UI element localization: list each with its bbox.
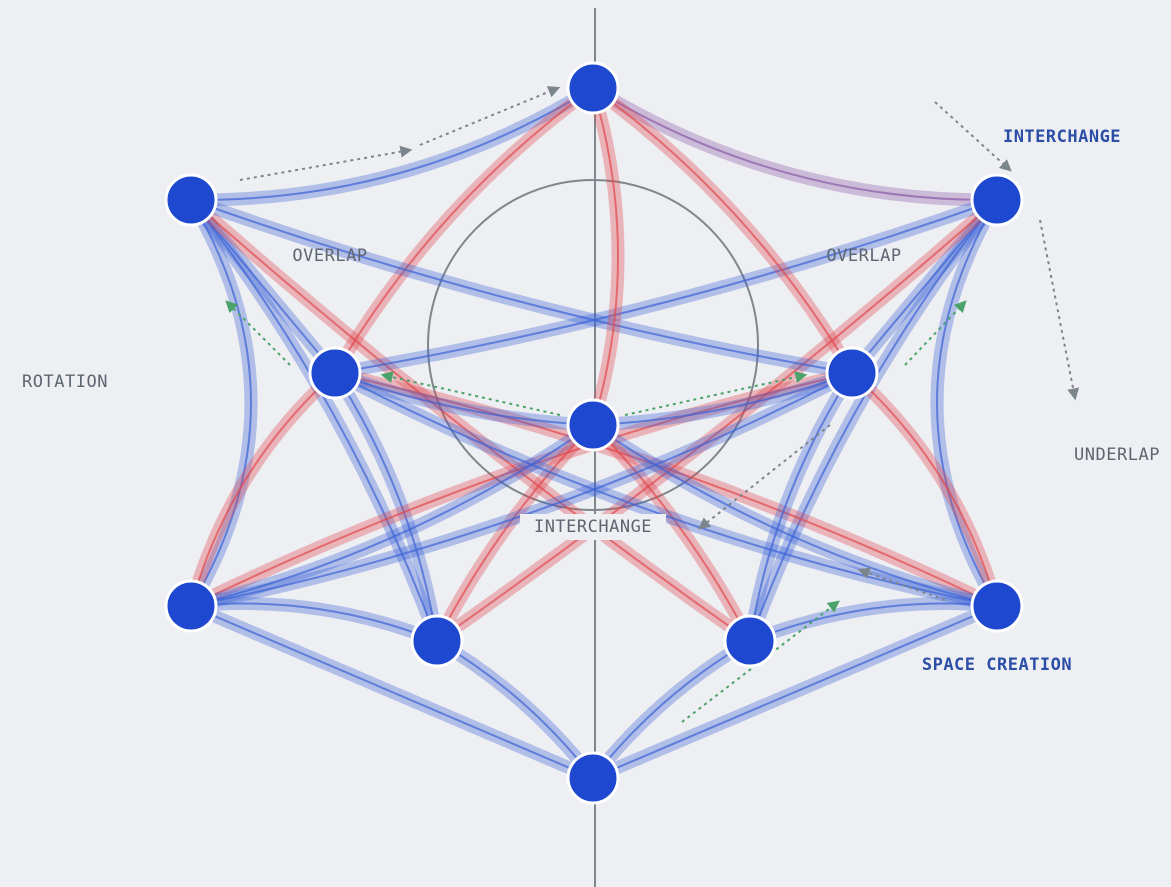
label: INTERCHANGE (534, 517, 652, 537)
node (310, 348, 360, 398)
node (166, 581, 216, 631)
label: OVERLAP (292, 246, 367, 266)
diagram: INTERCHANGE OVERLAP OVERLAP ROTATION UND… (0, 0, 1171, 887)
label: SPACE CREATION (922, 655, 1072, 675)
node (725, 616, 775, 666)
label: UNDERLAP (1074, 445, 1160, 465)
node (412, 616, 462, 666)
node (972, 175, 1022, 225)
node (972, 581, 1022, 631)
node (568, 400, 618, 450)
node (568, 63, 618, 113)
node (827, 348, 877, 398)
label: INTERCHANGE (1003, 127, 1121, 147)
node (166, 175, 216, 225)
label: OVERLAP (826, 246, 901, 266)
node (568, 753, 618, 803)
label: ROTATION (22, 372, 108, 392)
